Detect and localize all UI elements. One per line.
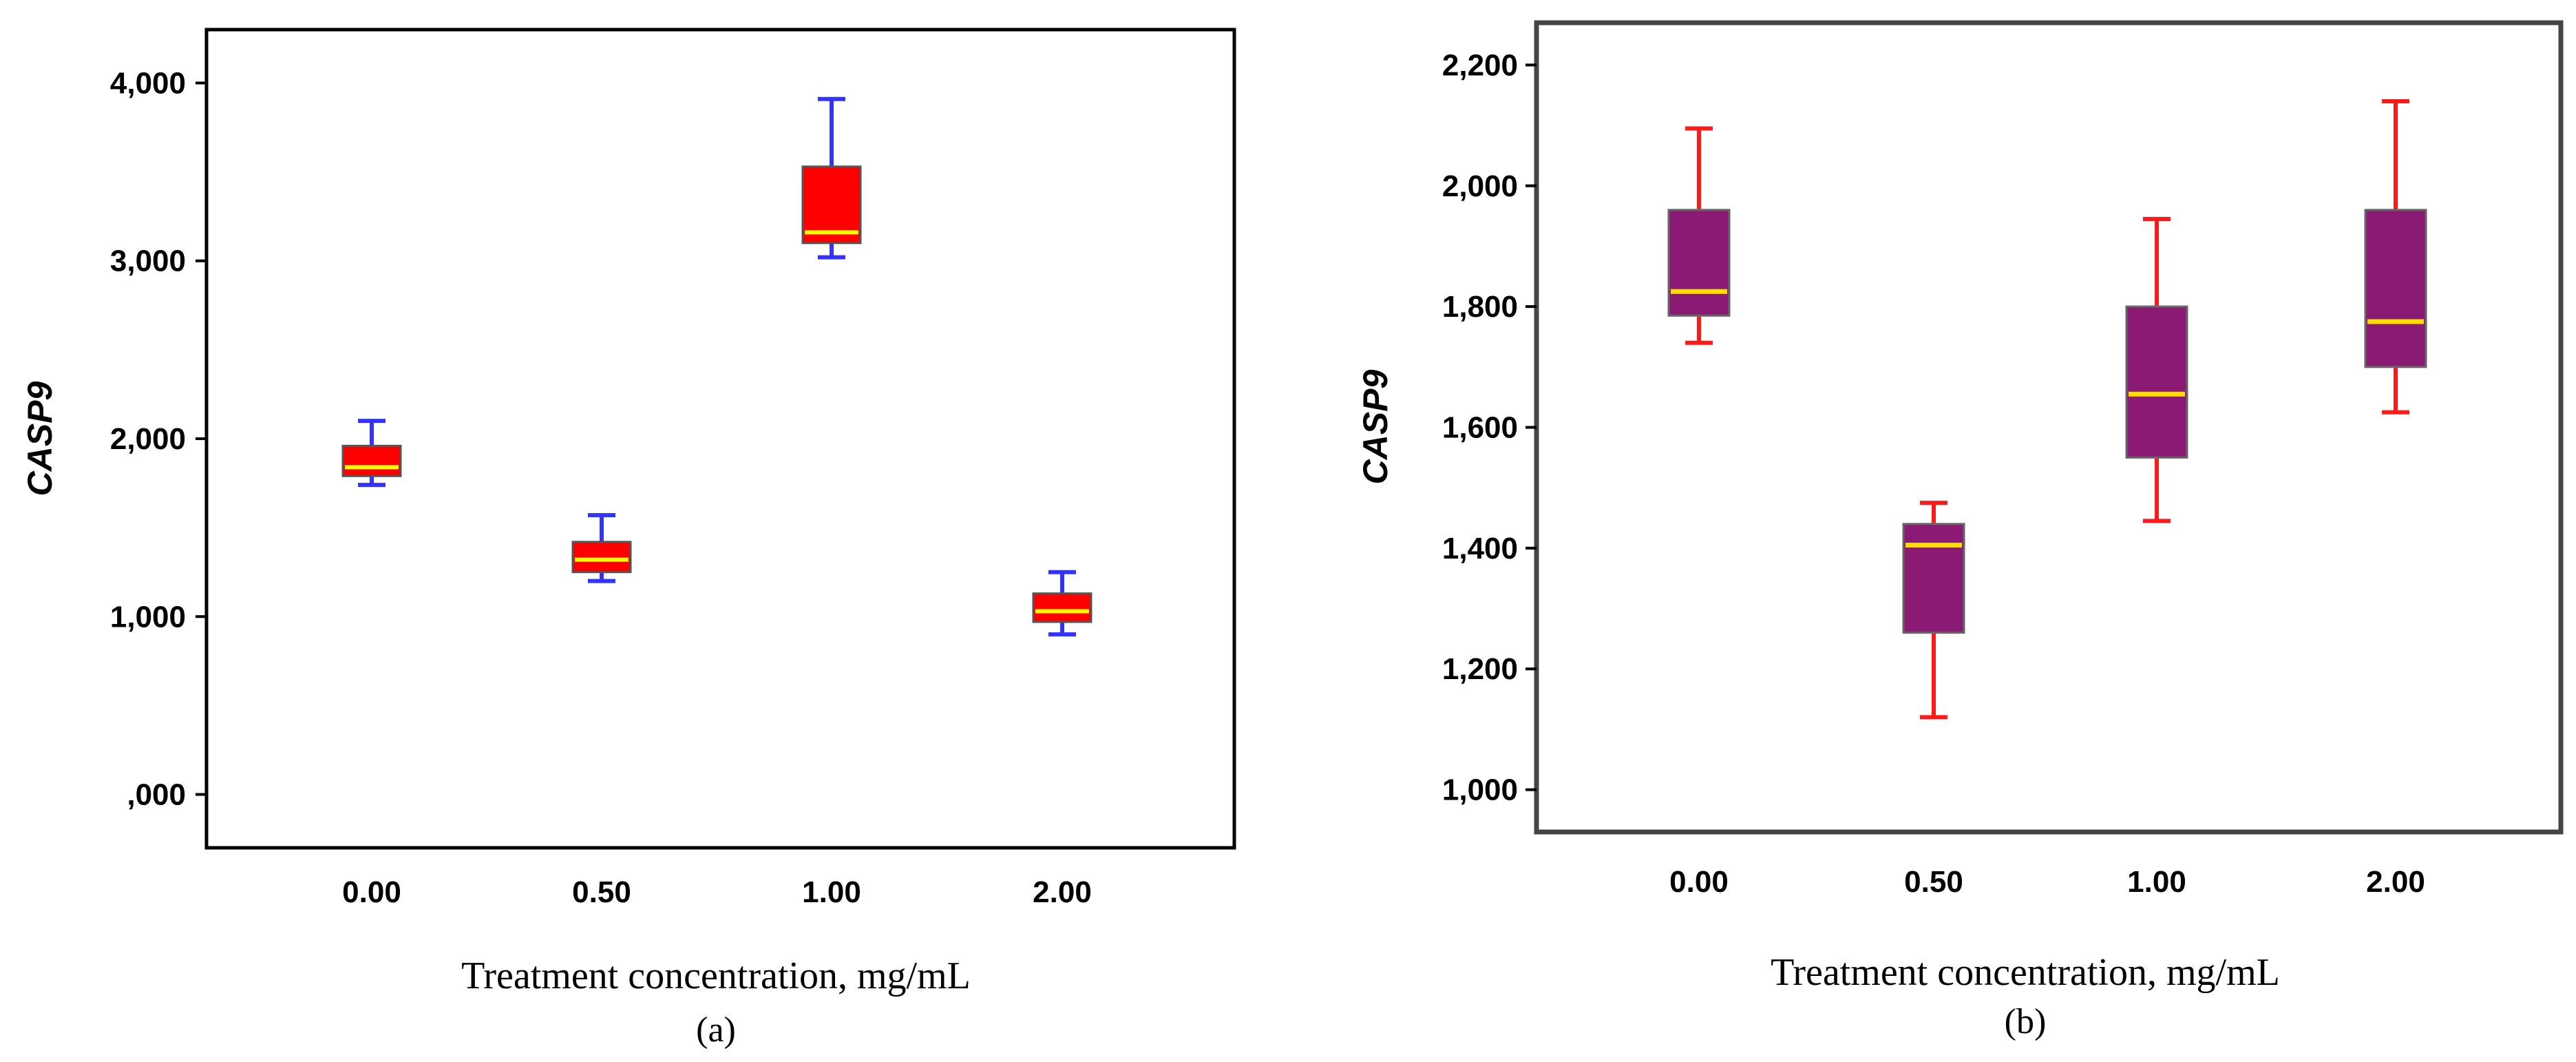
panel-a: ,000 1,000 2,000 3,000 4,000 0.00 0.50 1.00 2.0… xyxy=(21,28,1236,1050)
iqr-box xyxy=(801,165,862,244)
iqr-box xyxy=(2125,305,2188,459)
x-tick-label: 0.50 xyxy=(572,875,631,909)
y-tick-label: 1,000 xyxy=(1442,773,1518,807)
box-plots-a xyxy=(341,96,1092,637)
x-tick-label: 0.50 xyxy=(1904,865,1963,899)
iqr-box xyxy=(2364,209,2427,368)
y-tick-label: 1,000 xyxy=(110,600,186,634)
iqr-box xyxy=(341,444,402,477)
y-tick-label: 4,000 xyxy=(110,66,186,100)
x-tick-label: 0.00 xyxy=(342,875,401,909)
y-tick-label: 1,400 xyxy=(1442,532,1518,565)
plot-frame-a xyxy=(204,28,1236,850)
box-1-00 xyxy=(801,96,862,260)
box-plots-b xyxy=(1667,98,2427,720)
x-tick-label: 1.00 xyxy=(802,875,861,909)
panel-b: 1,000 1,200 1,400 1,600 1,800 2,000 2,200 0.00… xyxy=(1356,20,2564,1041)
x-axis-tick-labels-a: 0.00 0.50 1.00 2.00 xyxy=(342,875,1092,909)
y-axis-ticks-a: ,000 1,000 2,000 3,000 4,000 xyxy=(110,66,207,812)
iqr-box xyxy=(1667,209,1731,317)
y-tick-label: 1,800 xyxy=(1442,290,1518,324)
box-2-00 xyxy=(1032,570,1092,637)
box-0-00 xyxy=(1667,126,1731,345)
iqr-box xyxy=(571,541,632,574)
box-2-00 xyxy=(2364,98,2427,415)
panel-label-b: (b) xyxy=(2005,1002,2047,1041)
iqr-box xyxy=(1032,592,1092,623)
y-tick-label: 2,200 xyxy=(1442,48,1518,82)
iqr-box xyxy=(1902,523,1965,634)
box-0-00 xyxy=(341,419,402,488)
x-axis-title-b: Treatment concentration, mg/mL xyxy=(1771,951,2280,994)
y-tick-label: 2,000 xyxy=(110,422,186,456)
y-tick-label: 1,200 xyxy=(1442,652,1518,686)
x-tick-label: 1.00 xyxy=(2127,865,2186,899)
y-tick-label: ,000 xyxy=(127,778,186,812)
box-0-50 xyxy=(1902,501,1965,720)
x-tick-label: 0.00 xyxy=(1669,865,1729,899)
y-tick-label: 3,000 xyxy=(110,244,186,278)
y-tick-label: 1,600 xyxy=(1442,411,1518,445)
x-axis-tick-labels-b: 0.00 0.50 1.00 2.00 xyxy=(1669,865,2425,899)
y-axis-title-a: CASP9 xyxy=(21,381,59,496)
panel-label-a: (a) xyxy=(696,1010,736,1050)
x-tick-label: 2.00 xyxy=(2366,865,2425,899)
plot-frame-b xyxy=(1534,20,2564,835)
x-axis-title-a: Treatment concentration, mg/mL xyxy=(461,955,971,997)
box-0-50 xyxy=(571,513,632,583)
y-tick-label: 2,000 xyxy=(1442,169,1518,203)
y-axis-ticks-b: 1,000 1,200 1,400 1,600 1,800 2,000 2,200 xyxy=(1442,48,1537,807)
box-1-00 xyxy=(2125,216,2188,523)
x-tick-label: 2.00 xyxy=(1033,875,1092,909)
y-axis-title-b: CASP9 xyxy=(1356,369,1395,484)
